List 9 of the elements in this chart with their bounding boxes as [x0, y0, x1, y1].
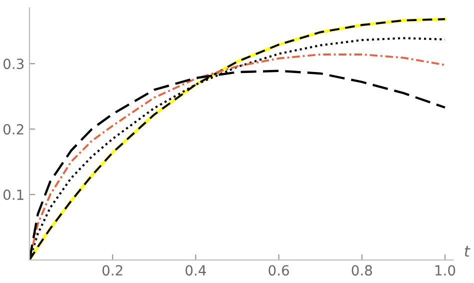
y-tick-label: 0.1 [3, 190, 24, 200]
x-tick-label: 0.2 [102, 265, 122, 276]
y-tick-label: 0.2 [3, 124, 24, 135]
x-tick-label: 1.0 [435, 265, 456, 276]
x-tick-label: 0.8 [352, 265, 372, 276]
x-tick-label: 0.4 [186, 265, 206, 276]
x-axis-title: t [464, 246, 470, 257]
y-tick-label: 0.3 [3, 58, 24, 70]
x-tick-label: 0.6 [268, 265, 289, 276]
